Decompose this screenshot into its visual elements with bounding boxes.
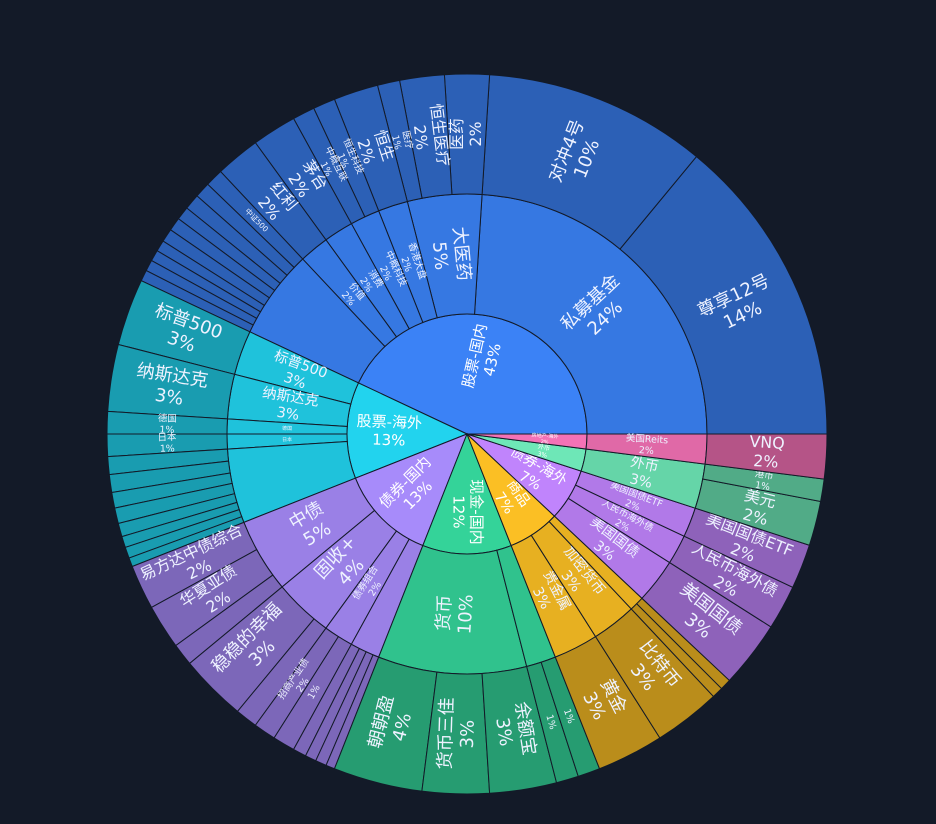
sunburst-segment-91[interactable] <box>704 433 828 480</box>
